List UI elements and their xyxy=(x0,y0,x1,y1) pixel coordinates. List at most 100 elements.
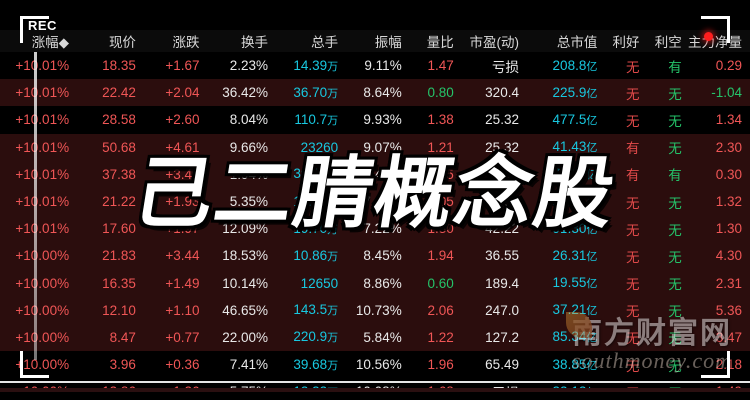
cell-vol-ratio: 1.05 xyxy=(427,194,454,210)
column-header-market-cap[interactable]: 总市值 xyxy=(556,34,598,50)
column-header-turnover[interactable]: 换手 xyxy=(241,34,268,50)
cell-vol-ratio: 1.21 xyxy=(427,139,454,155)
cell-amplitude: 7.22% xyxy=(363,221,402,237)
column-header-bearish[interactable]: 利空 xyxy=(654,34,682,50)
cell-vol-ratio: 1.30 xyxy=(427,221,454,237)
cell-amplitude: 6.42% xyxy=(363,166,402,182)
recorder-bracket-top-right xyxy=(701,16,730,43)
table-row[interactable]: +10.01% 22.42 +2.04 36.42% 36.70万 8.64% 0.80 32… xyxy=(0,79,750,107)
cell-volume: 110.7万 xyxy=(294,111,339,127)
cell-market-cap: 477.5亿 xyxy=(552,111,598,127)
record-dot-icon[interactable] xyxy=(704,32,713,41)
cell-bullish: 无 xyxy=(626,304,640,320)
cell-price: 21.22 xyxy=(102,194,136,210)
cell-change-pct: +10.01% xyxy=(15,166,70,182)
cell-amplitude: 7.04% xyxy=(363,194,402,210)
cell-turnover: 8.04% xyxy=(229,112,268,128)
cell-main-net: 1.32 xyxy=(715,194,742,210)
cell-change-pct: +10.00% xyxy=(15,248,70,264)
column-header-delta[interactable]: 涨跌 xyxy=(172,34,200,50)
column-header-change-pct[interactable]: 涨幅◆ xyxy=(31,34,70,50)
cell-turnover: 12.09% xyxy=(222,221,268,237)
cell-bullish: 有 xyxy=(626,141,640,157)
cell-bullish: 无 xyxy=(626,249,640,265)
table-row[interactable]: +10.01% 21.22 +1.93 5.35% 18.86万 7.04% 1.05 88.… xyxy=(0,187,750,216)
cell-bearish: 无 xyxy=(668,195,682,211)
column-header-volume[interactable]: 总手 xyxy=(311,34,339,50)
table-row[interactable]: +10.01% 50.68 +4.61 9.66% 23260 9.07% 1.21 25.3… xyxy=(0,133,750,161)
column-header-amplitude[interactable]: 振幅 xyxy=(374,34,402,50)
cell-delta: +1.10 xyxy=(165,302,200,318)
cell-price: 37.38 xyxy=(102,166,136,182)
cell-turnover: 22.00% xyxy=(222,329,268,345)
cell-market-cap: 208.8亿 xyxy=(552,57,598,73)
cell-change-pct: +10.00% xyxy=(15,329,70,345)
cell-volume: 19.70万 xyxy=(293,220,339,236)
cell-price: 3.96 xyxy=(109,357,136,373)
cell-turnover: 18.53% xyxy=(222,248,268,264)
cell-pe: 25.32 xyxy=(485,112,519,128)
cell-amplitude: 10.73% xyxy=(355,302,402,318)
rec-label: REC xyxy=(28,18,57,33)
cell-turnover: 1.94% xyxy=(229,166,268,182)
recorder-bracket-bottom-right xyxy=(701,351,730,378)
cell-market-cap: 85.34亿 xyxy=(552,329,598,345)
table-row[interactable]: +10.01% 18.35 +1.67 2.23% 14.39万 9.11% 1.47 亏损 2… xyxy=(0,52,750,80)
cell-amplitude: 9.93% xyxy=(363,112,402,128)
cell-vol-ratio: 1.96 xyxy=(427,357,454,373)
cell-price: 28.58 xyxy=(102,112,136,128)
cell-price: 18.35 xyxy=(102,58,136,74)
column-header-vol-ratio[interactable]: 量比 xyxy=(426,34,454,50)
cell-pe: 36.55 xyxy=(485,248,519,264)
recorder-bracket-bottom-left xyxy=(20,351,49,378)
cell-delta: +3.40 xyxy=(165,166,200,182)
table-row[interactable]: +10.00% 12.10 +1.10 46.65% 143.5万 10.73% 2.06 2… xyxy=(0,296,750,324)
bottom-letterbox xyxy=(0,392,750,400)
column-header-pe[interactable]: 市盈(动) xyxy=(469,34,519,50)
cell-market-cap: 56.21亿 xyxy=(552,193,598,209)
table-row[interactable]: +10.00% 3.96 +0.36 7.41% 39.68万 10.56% 1.96 65.… xyxy=(0,351,750,379)
cell-vol-ratio: 1.38 xyxy=(427,112,454,128)
cell-market-cap: 19.55亿 xyxy=(552,275,598,291)
cell-main-net: 0.29 xyxy=(715,58,742,74)
cell-turnover: 2.23% xyxy=(229,58,268,74)
cell-change-pct: +10.01% xyxy=(15,139,70,155)
cell-bearish: 无 xyxy=(668,304,682,320)
cell-pe: 320.4 xyxy=(485,85,519,101)
cell-pe: 65.49 xyxy=(485,357,519,373)
cell-delta: +4.61 xyxy=(165,139,200,155)
table-row[interactable]: +10.00% 21.83 +3.44 18.53% 10.86万 8.45% 1.94 36… xyxy=(0,242,750,270)
cell-volume: 14.39万 xyxy=(293,57,339,73)
cell-delta: +0.77 xyxy=(165,329,200,345)
cell-turnover: 9.66% xyxy=(229,139,268,155)
cell-volume: 36.70万 xyxy=(293,84,339,100)
cell-price: 50.68 xyxy=(102,139,136,155)
cell-bullish: 无 xyxy=(626,86,640,102)
table-row[interactable]: +10.01% 37.38 +3.40 1.94% 36.79万 6.42% 2.05 463… xyxy=(0,160,750,188)
cell-price: 17.60 xyxy=(102,221,136,237)
table-row[interactable]: +10.00% 8.47 +0.77 22.00% 220.9万 5.84% 1.22 127… xyxy=(0,323,750,352)
table-row[interactable]: +10.01% 17.60 +1.97 12.09% 19.70万 7.22% 1.30 42… xyxy=(0,215,750,243)
cell-volume: 23260 xyxy=(300,139,339,155)
cell-bullish: 无 xyxy=(626,358,640,374)
cell-change-pct: +10.01% xyxy=(15,112,70,128)
cell-volume: 143.5万 xyxy=(293,302,339,318)
cell-main-net: 4.30 xyxy=(715,248,742,264)
cell-bearish: 无 xyxy=(668,141,682,157)
column-header-bullish[interactable]: 利好 xyxy=(612,34,640,50)
column-header-price[interactable]: 现价 xyxy=(108,34,136,50)
cell-bearish: 无 xyxy=(668,277,682,293)
cell-main-net: -1.04 xyxy=(711,85,742,101)
cell-bullish: 无 xyxy=(626,222,640,238)
cell-delta: +3.44 xyxy=(165,248,200,264)
cell-market-cap: 225.9亿 xyxy=(552,84,598,100)
table-row[interactable]: +10.01% 28.58 +2.60 8.04% 110.7万 9.93% 1.38 25.… xyxy=(0,106,750,134)
cell-market-cap: 26.31亿 xyxy=(552,247,598,263)
table-row[interactable]: +10.00% 16.35 +1.49 10.14% 12650 8.86% 0.60 189… xyxy=(0,269,750,297)
cell-amplitude: 8.86% xyxy=(363,275,402,291)
cell-vol-ratio: 2.06 xyxy=(427,302,454,318)
playhead-scrub-line[interactable] xyxy=(34,52,37,360)
cell-bullish: 无 xyxy=(626,277,640,293)
table-body: +10.01% 18.35 +1.67 2.23% 14.39万 9.11% 1.47 亏损 2… xyxy=(0,52,750,400)
